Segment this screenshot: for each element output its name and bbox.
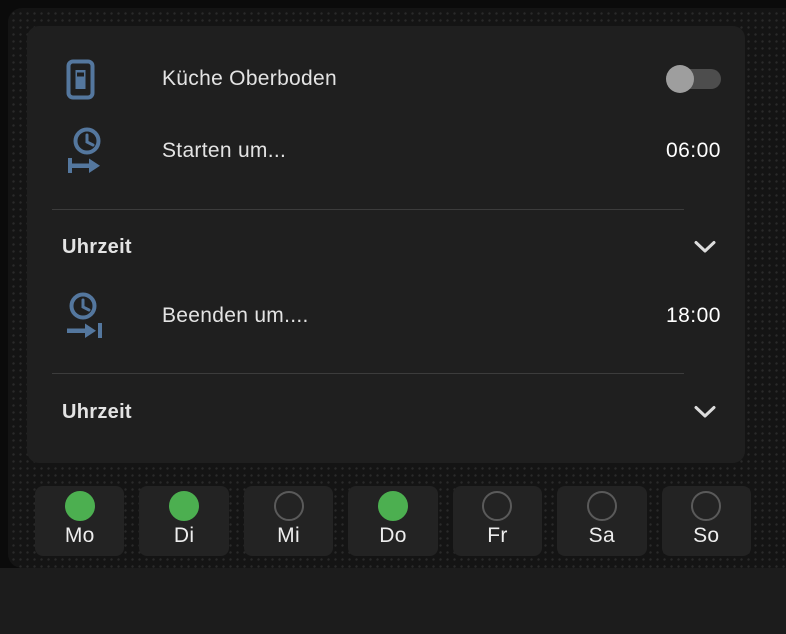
chevron-down-icon[interactable] (693, 240, 717, 254)
day-selected-dot (169, 491, 200, 521)
clock-start-icon (66, 127, 112, 175)
day-chip-mi[interactable]: Mi (243, 486, 334, 556)
day-chip-label: Mo (64, 524, 95, 547)
chevron-down-icon[interactable] (693, 405, 717, 419)
day-chip-label: So (693, 524, 720, 547)
day-chip-fr[interactable]: Fr (452, 486, 543, 556)
start-time-row[interactable]: Starten um... 06:00 (27, 118, 745, 184)
schedule-card: Küche Oberboden Starten um... 06:00 (27, 26, 745, 463)
divider (52, 209, 684, 210)
day-selected-dot (586, 491, 617, 521)
end-time-value: 18:00 (665, 304, 721, 327)
light-switch-icon (66, 59, 112, 100)
weekday-picker: Mo Di Mi Do Fr Sa So (35, 486, 751, 556)
end-expander-title: Uhrzeit (62, 400, 132, 423)
start-time-value: 06:00 (665, 139, 721, 162)
day-chip-label: Di (173, 524, 195, 547)
day-selected-dot (377, 491, 408, 521)
day-selected-dot (482, 491, 513, 521)
end-time-expander[interactable]: Uhrzeit (27, 379, 745, 445)
device-name: Küche Oberboden (162, 67, 337, 90)
end-time-label: Beenden um.... (162, 304, 309, 327)
automation-canvas: Küche Oberboden Starten um... 06:00 (8, 8, 786, 568)
day-chip-do[interactable]: Do (348, 486, 438, 556)
start-time-expander[interactable]: Uhrzeit (27, 214, 745, 280)
day-chip-label: Do (379, 524, 407, 547)
day-chip-label: Fr (487, 524, 508, 547)
day-chip-label: Mi (277, 524, 300, 547)
end-time-row[interactable]: Beenden um.... 18:00 (27, 283, 745, 349)
day-chip-di[interactable]: Di (139, 486, 229, 556)
day-selected-dot (273, 491, 304, 521)
start-time-label: Starten um... (162, 139, 287, 162)
day-selected-dot (64, 491, 95, 521)
clock-end-icon (66, 292, 112, 340)
day-chip-so[interactable]: So (661, 486, 751, 556)
toggle-thumb (666, 65, 694, 93)
day-chip-sa[interactable]: Sa (557, 486, 647, 556)
day-selected-dot (691, 491, 722, 521)
device-toggle[interactable] (666, 65, 721, 93)
device-row: Küche Oberboden (27, 46, 745, 112)
divider (52, 373, 684, 374)
day-chip-mo[interactable]: Mo (35, 486, 125, 556)
start-expander-title: Uhrzeit (62, 235, 132, 258)
day-chip-label: Sa (588, 524, 615, 547)
